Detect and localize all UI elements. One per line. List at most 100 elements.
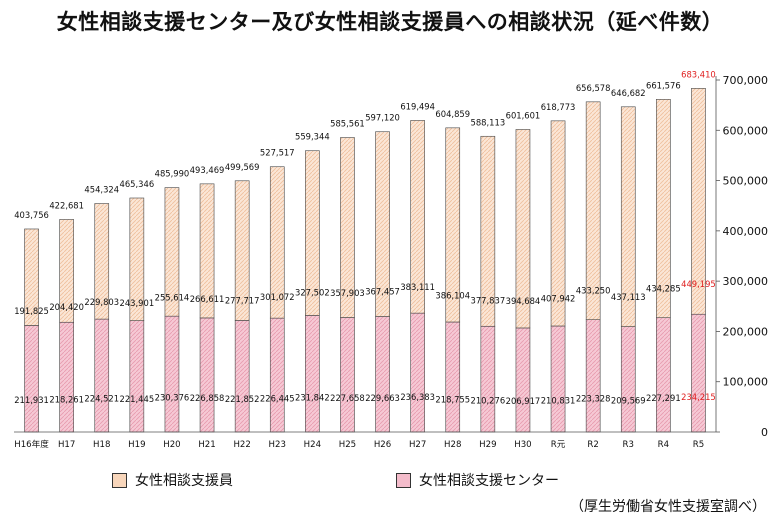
label-center-18: 227,291 — [646, 393, 681, 403]
bar-staff-8 — [305, 150, 320, 316]
legend-label-center: 女性相談支援センター — [419, 473, 559, 489]
legend-swatch-center — [396, 472, 411, 488]
bar-staff-6 — [234, 180, 250, 321]
bar-staff-7 — [269, 166, 285, 319]
label-staff-14: 394,684 — [506, 296, 541, 306]
bar-center-17 — [620, 326, 636, 433]
bar-center-11 — [410, 312, 425, 433]
label-total-0: 403,756 — [14, 210, 49, 220]
bar-center-18 — [656, 317, 671, 433]
label-staff-11: 383,111 — [400, 282, 435, 292]
label-staff-4: 255,614 — [155, 293, 190, 303]
label-staff-3: 243,901 — [120, 298, 155, 308]
label-center-15: 210,831 — [541, 395, 576, 405]
bar-staff-18 — [656, 99, 671, 319]
label-center-19: 234,215 — [681, 392, 716, 402]
label-total-2: 454,324 — [84, 185, 119, 195]
bar-center-5 — [199, 317, 215, 433]
legend-label-staff: 女性相談支援員 — [135, 473, 233, 489]
legend-swatch-staff — [112, 472, 127, 488]
x-tick-2: H18 — [93, 440, 110, 450]
label-staff-1: 204,420 — [49, 302, 84, 312]
label-staff-9: 357,903 — [330, 288, 365, 298]
label-staff-5: 266,611 — [190, 294, 225, 304]
label-staff-15: 407,942 — [541, 293, 576, 303]
x-tick-19: R5 — [693, 440, 704, 450]
label-staff-8: 327,502 — [295, 288, 330, 298]
label-staff-7: 301,072 — [260, 292, 295, 302]
bar-center-19 — [691, 313, 706, 433]
bar-staff-12 — [445, 127, 461, 323]
label-total-4: 485,990 — [155, 169, 190, 179]
label-center-7: 226,445 — [260, 393, 295, 403]
label-total-6: 499,569 — [225, 162, 260, 172]
bar-staff-13 — [480, 135, 496, 327]
label-center-2: 224,521 — [84, 394, 119, 404]
label-staff-6: 277,717 — [225, 296, 260, 306]
bar-center-16 — [585, 319, 601, 433]
label-staff-10: 367,457 — [365, 286, 400, 296]
label-total-10: 597,120 — [365, 113, 400, 123]
x-tick-18: R4 — [658, 440, 669, 450]
label-total-16: 656,578 — [576, 83, 611, 93]
bar-center-6 — [234, 320, 250, 433]
label-center-10: 229,663 — [365, 393, 400, 403]
bar-staff-1 — [59, 219, 74, 323]
x-tick-17: R3 — [623, 440, 634, 450]
label-center-1: 218,261 — [49, 394, 84, 404]
label-total-8: 559,344 — [295, 132, 330, 142]
label-center-11: 236,383 — [400, 392, 435, 402]
label-total-3: 465,346 — [120, 179, 155, 189]
y-tick-2: 200,000 — [723, 325, 769, 338]
label-center-17: 209,569 — [611, 396, 646, 406]
label-total-18: 661,576 — [646, 80, 681, 90]
label-center-4: 230,376 — [155, 393, 190, 403]
bar-center-7 — [269, 317, 285, 433]
bar-center-13 — [480, 325, 496, 433]
chart-title: 女性相談支援センター及び女性相談支援員への相談状況（延べ件数） — [56, 10, 724, 34]
x-tick-5: H21 — [198, 440, 215, 450]
label-total-13: 588,113 — [471, 117, 506, 127]
bar-center-3 — [129, 320, 145, 433]
y-tick-3: 300,000 — [723, 275, 769, 288]
label-total-12: 604,859 — [435, 109, 470, 119]
bar-staff-17 — [620, 106, 636, 327]
label-center-14: 206,917 — [506, 396, 541, 406]
x-tick-1: H17 — [58, 440, 75, 450]
x-tick-3: H19 — [128, 440, 145, 450]
bar-staff-16 — [585, 101, 601, 320]
label-staff-19: 449,195 — [681, 279, 716, 289]
y-axis: 0 100,000 200,000 300,000 400,000 500,000 600,… — [14, 74, 768, 439]
bar-center-10 — [375, 316, 390, 433]
bar-staff-11 — [410, 120, 425, 314]
bar-center-0 — [24, 325, 39, 433]
bar-center-9 — [340, 317, 355, 433]
label-center-5: 226,858 — [190, 393, 225, 403]
label-total-14: 601,601 — [506, 110, 541, 120]
label-staff-18: 434,285 — [646, 283, 681, 293]
label-staff-2: 229,803 — [84, 297, 119, 307]
label-total-11: 619,494 — [400, 101, 435, 111]
bar-staff-10 — [375, 131, 390, 317]
label-staff-17: 437,113 — [611, 292, 646, 302]
x-tick-15: R元 — [551, 440, 566, 450]
label-staff-12: 386,104 — [435, 291, 470, 301]
label-total-9: 585,561 — [330, 119, 365, 129]
y-tick-4: 400,000 — [723, 225, 769, 238]
y-tick-7: 700,000 — [723, 74, 769, 87]
x-tick-13: H29 — [479, 440, 496, 450]
bar-staff-2 — [94, 203, 110, 320]
label-center-13: 210,276 — [471, 395, 506, 405]
bar-staff-5 — [199, 183, 215, 319]
label-total-19: 683,410 — [681, 69, 716, 79]
label-total-5: 493,469 — [190, 165, 225, 175]
x-tick-14: H30 — [514, 440, 531, 450]
label-total-1: 422,681 — [49, 200, 84, 210]
label-staff-0: 191,825 — [14, 306, 49, 316]
label-total-17: 646,682 — [611, 88, 646, 98]
bar-staff-15 — [550, 120, 566, 327]
x-tick-8: H24 — [304, 440, 321, 450]
x-tick-6: H22 — [233, 440, 250, 450]
label-center-0: 211,931 — [14, 395, 49, 405]
